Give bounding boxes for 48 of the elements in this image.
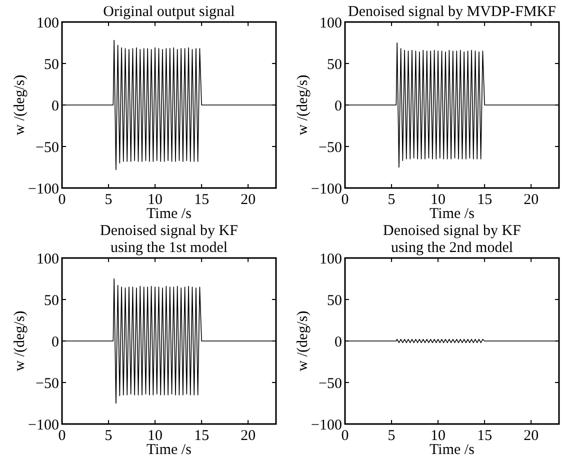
x-tick-label: 10 — [430, 428, 446, 444]
y-tick-label: −50 — [36, 140, 59, 156]
x-axis-title: Time /s — [146, 206, 192, 222]
y-tick-label: 0 — [52, 334, 59, 350]
x-tick-label: 5 — [104, 192, 112, 208]
y-tick-label: 50 — [44, 56, 59, 73]
x-axis-title: Time /s — [430, 206, 475, 222]
y-tick-label: 0 — [334, 98, 342, 114]
y-axis-title: w /(deg/s) — [295, 310, 311, 372]
y-tick-label: 100 — [36, 15, 59, 32]
x-tick-label: 10 — [148, 428, 163, 444]
y-tick-label: 100 — [320, 15, 342, 32]
y-tick-label: 0 — [334, 334, 342, 350]
x-tick-label: 15 — [194, 192, 210, 208]
chart-title: Denoised signal by KF using the 1st model — [100, 223, 238, 256]
y-tick-label: −50 — [318, 140, 342, 156]
x-axis-title: Time /s — [430, 442, 475, 458]
x-tick-label: 20 — [240, 192, 256, 208]
x-tick-label: 10 — [430, 192, 446, 208]
y-tick-label: 100 — [36, 251, 59, 268]
x-tick-label: 5 — [388, 192, 396, 208]
y-tick-label: 50 — [327, 56, 342, 73]
x-tick-label: 10 — [148, 192, 163, 208]
x-tick-label: 15 — [477, 192, 492, 208]
y-axis-title: w /(deg/s) — [295, 74, 311, 136]
y-tick-label: 0 — [52, 98, 59, 114]
x-tick-label: 5 — [388, 428, 396, 444]
x-tick-label: 15 — [194, 428, 210, 444]
x-axis-title: Time /s — [146, 442, 192, 458]
y-tick-label: −50 — [318, 376, 342, 392]
x-tick-label: 20 — [240, 428, 256, 444]
y-tick-label: 100 — [320, 251, 342, 268]
x-tick-label: 15 — [477, 428, 492, 444]
y-tick-label: 50 — [44, 292, 59, 309]
chart-title: Denoised signal by MVDP-FMKF — [348, 4, 556, 20]
y-tick-label: −50 — [36, 376, 59, 392]
x-tick-label: 5 — [104, 428, 112, 444]
y-tick-label: −100 — [311, 417, 342, 434]
y-tick-label: −100 — [28, 417, 59, 434]
y-tick-label: −100 — [28, 181, 59, 198]
chart-title: Denoised signal by KF using the 2nd model — [383, 223, 521, 256]
x-tick-label: 20 — [524, 192, 539, 208]
chart-title: Original output signal — [103, 4, 235, 20]
y-axis-title: w /(deg/s) — [12, 74, 28, 136]
y-axis-title: w /(deg/s) — [12, 310, 28, 372]
x-tick-label: 20 — [524, 428, 539, 444]
y-tick-label: −100 — [311, 181, 342, 198]
y-tick-label: 50 — [327, 292, 342, 309]
